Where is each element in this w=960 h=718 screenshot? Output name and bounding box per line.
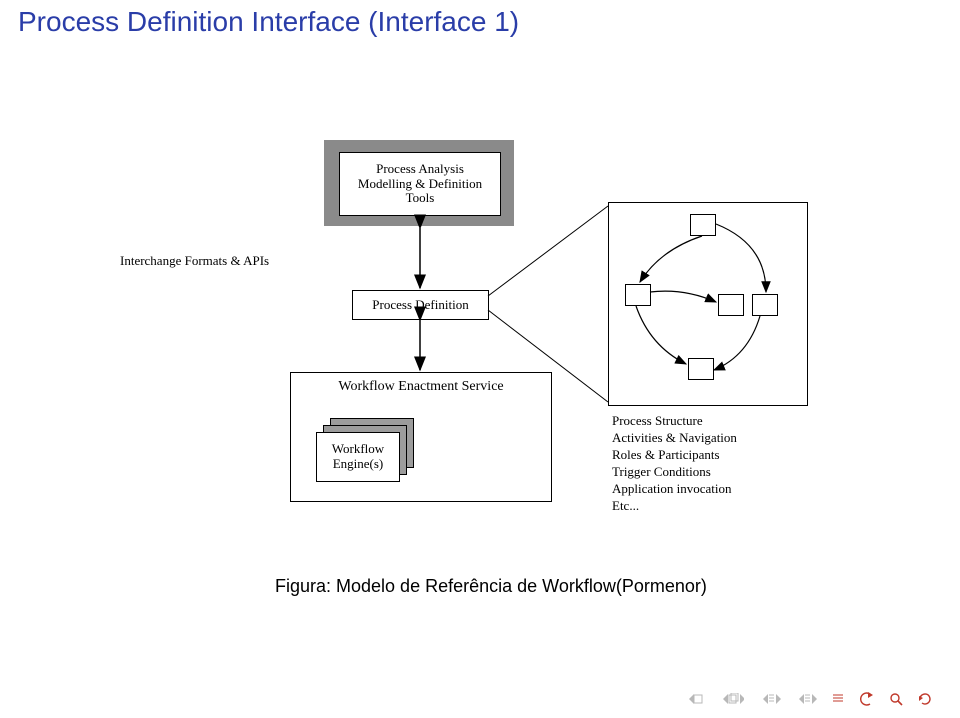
nav-prev-icon[interactable]: [759, 693, 781, 705]
nav-next-icon[interactable]: [795, 693, 817, 705]
footer-nav: [0, 690, 960, 708]
engine-box-front: Workflow Engine(s): [316, 432, 400, 482]
node-3: [718, 294, 744, 316]
nav-search-icon[interactable]: [889, 692, 903, 706]
tools-line2: Modelling & Definition: [358, 177, 482, 192]
rt-l4: Trigger Conditions: [612, 463, 737, 480]
nav-back-icon[interactable]: [858, 692, 874, 706]
node-4: [752, 294, 778, 316]
rt-l2: Activities & Navigation: [612, 429, 737, 446]
engine-label-l1: Workflow: [332, 442, 384, 457]
engine-stack: Workflow Engine(s): [316, 418, 412, 480]
nav-first-icon[interactable]: [682, 693, 704, 705]
slide-stage: Process Definition Interface (Interface …: [0, 0, 960, 718]
tools-line1: Process Analysis: [376, 162, 464, 177]
node-5: [688, 358, 714, 380]
process-definition-box: Process Definition: [352, 290, 489, 320]
node-2: [625, 284, 651, 306]
nav-prev-section-icon[interactable]: [718, 693, 744, 705]
tools-line3: Tools: [406, 191, 435, 206]
nav-mode-icon[interactable]: [832, 693, 844, 705]
process-definition-label: Process Definition: [372, 298, 468, 313]
right-text-block: Process Structure Activities & Navigatio…: [612, 412, 737, 514]
slide-title: Process Definition Interface (Interface …: [18, 6, 519, 38]
node-1: [690, 214, 716, 236]
rt-l5: Application invocation: [612, 480, 737, 497]
figure-caption: Figura: Modelo de Referência de Workflow…: [275, 576, 707, 597]
rt-l1: Process Structure: [612, 412, 737, 429]
rt-l3: Roles & Participants: [612, 446, 737, 463]
nav-refresh-icon[interactable]: [917, 692, 933, 706]
interchange-label: Interchange Formats & APIs: [120, 254, 269, 269]
connectors-svg: [0, 0, 960, 718]
rt-l6: Etc...: [612, 497, 737, 514]
enactment-label: Workflow Enactment Service: [338, 379, 503, 395]
engine-label-l2: Engine(s): [333, 457, 384, 472]
tools-box: Process Analysis Modelling & Definition …: [339, 152, 501, 216]
